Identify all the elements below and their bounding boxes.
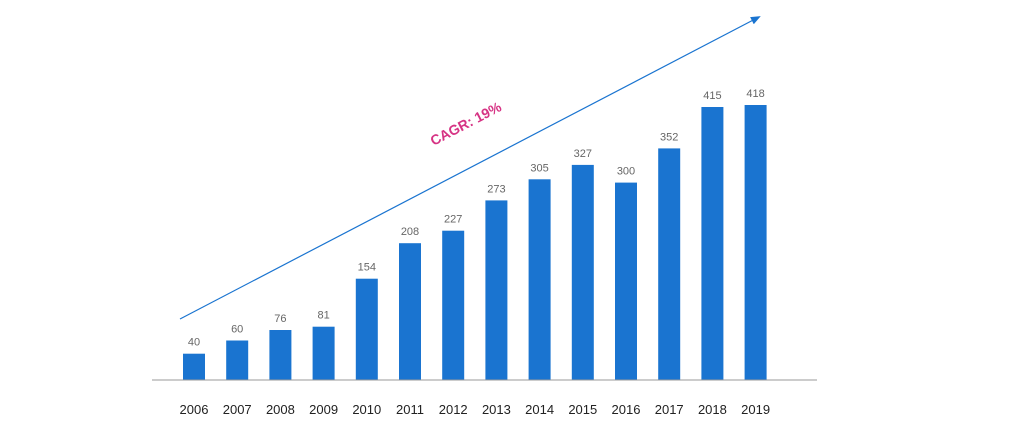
bar-2015	[571, 164, 594, 380]
value-label-2018: 415	[703, 90, 721, 102]
x-tick-2014: 2014	[525, 402, 554, 417]
bar-2006	[183, 353, 205, 380]
x-tick-2010: 2010	[352, 402, 381, 417]
x-tick-2018: 2018	[698, 402, 727, 417]
value-label-2006: 40	[188, 337, 200, 349]
x-tick-2015: 2015	[568, 402, 597, 417]
x-tick-2016: 2016	[612, 402, 641, 417]
x-tick-2008: 2008	[266, 402, 295, 417]
bars-layer	[183, 105, 767, 380]
bar-2018	[701, 107, 724, 380]
x-tick-2013: 2013	[482, 402, 511, 417]
bar-2019	[744, 105, 767, 380]
value-label-2019: 418	[746, 88, 764, 100]
x-tick-2019: 2019	[741, 402, 770, 417]
bar-2013	[485, 200, 508, 380]
x-tick-2017: 2017	[655, 402, 684, 417]
value-labels-layer: 40 60 76 81 154 208 227 273 305 327 300 352 415 418	[188, 88, 765, 349]
value-label-2012: 227	[444, 214, 462, 226]
value-label-2017: 352	[660, 131, 678, 143]
cagr-annotation: CAGR: 19%	[427, 98, 504, 148]
bar-2007	[226, 340, 249, 380]
x-tick-2006: 2006	[180, 402, 209, 417]
value-label-2013: 273	[487, 183, 505, 195]
value-label-2016: 300	[617, 166, 635, 178]
bar-2012	[442, 230, 465, 380]
x-tick-2011: 2011	[396, 402, 424, 417]
value-label-2009: 81	[317, 310, 329, 322]
bar-2009	[312, 326, 335, 380]
x-tick-2007: 2007	[223, 402, 252, 417]
bar-2008	[269, 330, 292, 380]
bar-2011	[399, 243, 421, 380]
cagr-trend-arrow	[179, 16, 761, 320]
bar-2014	[528, 179, 551, 380]
x-tick-2009: 2009	[309, 402, 338, 417]
value-label-2015: 327	[574, 148, 592, 160]
value-label-2007: 60	[231, 324, 243, 336]
value-label-2010: 154	[358, 262, 376, 274]
value-label-2011: 208	[401, 226, 419, 238]
value-label-2008: 76	[274, 313, 286, 325]
x-tick-2012: 2012	[439, 402, 468, 417]
bar-2017	[658, 148, 681, 380]
value-label-2014: 305	[530, 162, 548, 174]
bar-2016	[615, 182, 637, 380]
x-tick-labels: 2006 2007 2008 2009 2010 2011 2012 2013 2014 2015…	[180, 402, 771, 417]
bar-2010	[355, 278, 378, 380]
